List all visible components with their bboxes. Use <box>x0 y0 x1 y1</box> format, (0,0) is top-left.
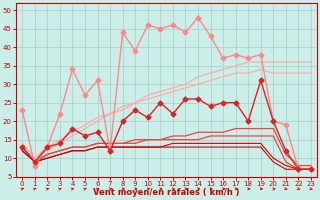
X-axis label: Vent moyen/en rafales ( km/h ): Vent moyen/en rafales ( km/h ) <box>93 188 240 197</box>
